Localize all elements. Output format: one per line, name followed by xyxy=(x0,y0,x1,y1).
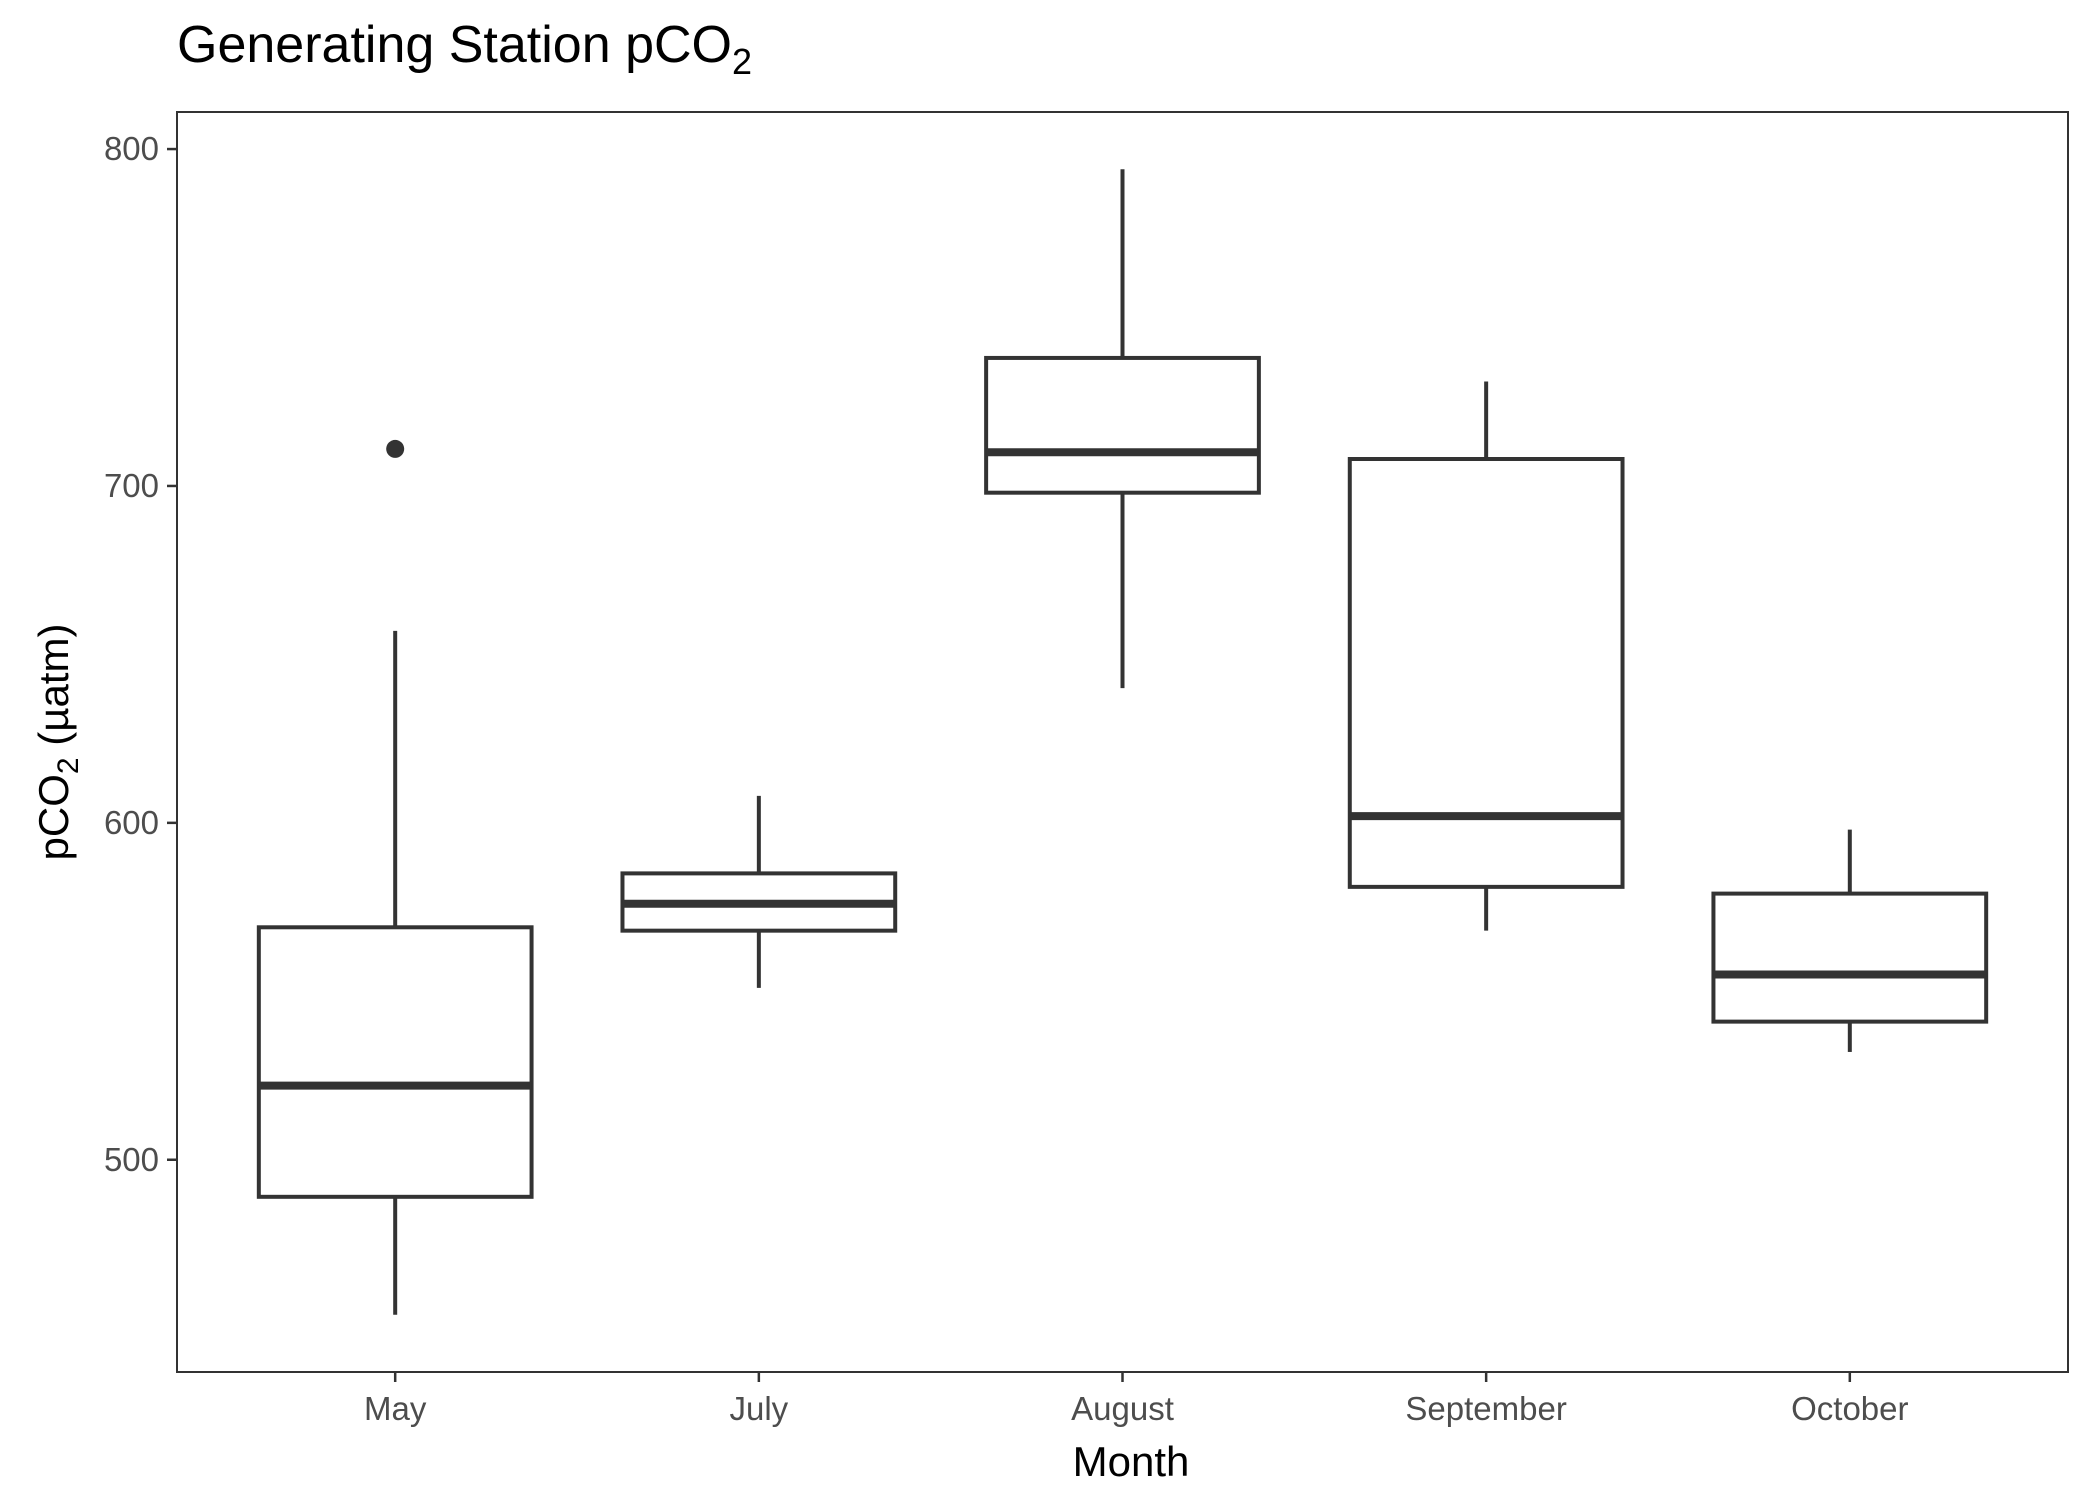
y-axis-title: pCO2 (µatm) xyxy=(30,624,85,861)
box-may xyxy=(256,925,534,1199)
plot-area: 500 600 700 800 May July August September Octobe… xyxy=(104,111,2069,1427)
y-tick-label: 800 xyxy=(104,130,159,167)
box-august xyxy=(984,355,1261,495)
y-tick-label: 700 xyxy=(104,467,159,504)
y-tick-label: 500 xyxy=(104,1141,159,1178)
x-tick-label: October xyxy=(1791,1390,1908,1427)
panel-border xyxy=(176,111,2069,1373)
box-september xyxy=(1347,457,1625,889)
chart-title: Generating Station pCO2 xyxy=(177,16,752,82)
x-tick-label: September xyxy=(1405,1390,1566,1427)
x-tick-label: August xyxy=(1071,1390,1174,1427)
outlier-point-may xyxy=(386,439,405,458)
x-tick-label: May xyxy=(364,1390,427,1427)
box-october xyxy=(1711,891,1989,1024)
x-tick-label: July xyxy=(730,1390,789,1427)
y-tick-label: 600 xyxy=(104,804,159,841)
x-axis-title: Month xyxy=(1073,1438,1190,1485)
